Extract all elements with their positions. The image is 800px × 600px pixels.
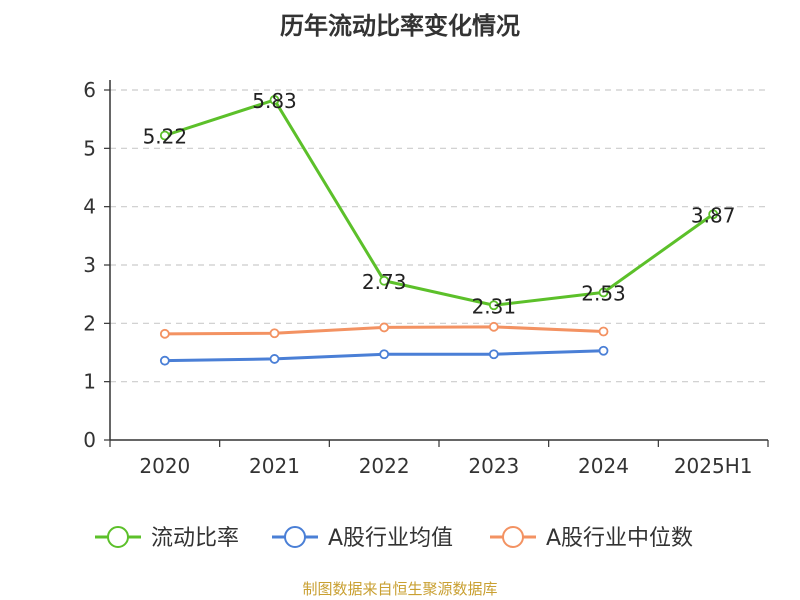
x-tick-label: 2020 (139, 454, 190, 478)
source-note: 制图数据来自恒生聚源数据库 (302, 580, 497, 598)
data-point (379, 275, 390, 286)
data-point (598, 326, 609, 337)
series-group: 5.22 5.83 2.73 2.31 2.53 3.87 (143, 89, 736, 366)
data-label: 5.83 (252, 89, 297, 113)
legend-marker (107, 526, 129, 548)
data-label: 2.73 (362, 270, 407, 294)
y-tick-label: 5 (83, 136, 96, 160)
y-tick-label: 4 (83, 195, 96, 219)
data-point (159, 328, 170, 339)
y-tick-label: 2 (83, 311, 96, 335)
x-tick-label: 2022 (359, 454, 410, 478)
data-label: 3.87 (691, 203, 736, 227)
data-point (269, 328, 280, 339)
data-point (598, 345, 609, 356)
data-point (379, 322, 390, 333)
data-point (159, 355, 170, 366)
y-tick-label: 3 (83, 253, 96, 277)
grid-lines (110, 89, 768, 383)
data-point (488, 321, 499, 332)
legend-label: A股行业均值 (328, 526, 453, 551)
legend-label: 流动比率 (151, 526, 239, 551)
data-point (379, 349, 390, 360)
x-tick-label: 2024 (578, 454, 629, 478)
data-point (269, 354, 280, 364)
data-point (269, 95, 280, 105)
data-point (488, 349, 499, 360)
data-label: 2.31 (472, 294, 517, 318)
data-point (598, 287, 609, 298)
y-tick-label: 0 (83, 428, 96, 452)
x-tick-label: 2025H1 (674, 454, 753, 478)
legend-marker (284, 526, 306, 548)
chart-title: 历年流动比率变化情况 (280, 12, 520, 40)
legend-marker (502, 526, 524, 548)
legend-label: A股行业中位数 (546, 526, 693, 551)
legend: 流动比率 A股行业均值 A股行业中位数 (95, 526, 693, 551)
data-point (159, 130, 170, 141)
axes: 0 1 2 3 4 5 6 2020 2021 2022 2023 2024 2025H1 (83, 78, 769, 478)
x-tick-label: 2023 (468, 454, 519, 478)
series-line (164, 98, 715, 307)
data-label: 2.53 (581, 281, 626, 305)
x-tick-label: 2021 (249, 454, 300, 478)
data-label: 5.22 (143, 125, 188, 149)
data-point (708, 209, 719, 220)
y-tick-label: 1 (83, 370, 96, 394)
data-point (488, 300, 499, 311)
y-tick-label: 6 (83, 78, 96, 102)
